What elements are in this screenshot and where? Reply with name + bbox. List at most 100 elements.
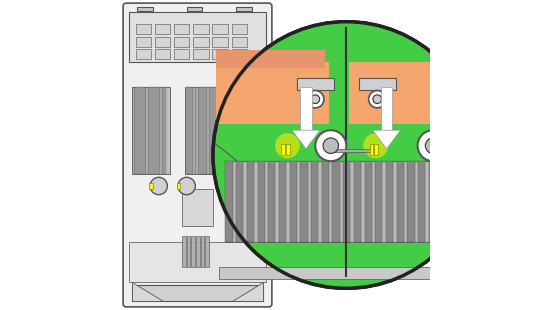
Bar [226,161,233,242]
Polygon shape [292,130,320,149]
Circle shape [306,91,324,108]
Bar [418,161,425,242]
Bar [133,285,262,301]
Bar [186,87,188,174]
Bar [135,49,151,59]
Bar [147,87,149,174]
Bar [136,87,138,174]
Polygon shape [232,282,262,301]
Polygon shape [133,282,163,301]
Bar [232,37,247,46]
Bar [134,87,135,174]
Bar [203,87,205,174]
Bar [365,161,372,242]
Bar [232,24,247,34]
Circle shape [213,22,480,288]
Bar [236,161,243,242]
Bar [281,144,285,155]
Bar [226,161,461,242]
Bar [189,87,191,174]
Bar [216,50,326,68]
Bar [196,236,200,267]
Bar [201,236,204,267]
Bar [268,161,276,242]
Bar [186,7,202,11]
Bar [349,62,463,124]
Bar [322,161,329,242]
Bar [217,87,218,174]
Bar [193,49,208,59]
Bar [137,7,152,11]
Bar [164,87,166,174]
Circle shape [323,138,339,153]
Bar [236,7,252,11]
Circle shape [275,133,300,158]
Bar [191,236,195,267]
Bar [386,161,393,242]
Bar [370,144,373,155]
Bar [150,183,152,189]
Bar [279,161,286,242]
Bar [374,144,378,155]
Bar [212,49,228,59]
Bar [174,24,189,34]
Bar [186,236,190,267]
Bar [429,161,436,242]
Circle shape [178,177,195,195]
Circle shape [368,91,386,108]
Bar [300,161,307,242]
Bar [159,87,160,174]
Bar [211,87,213,174]
Bar [177,183,180,189]
Circle shape [311,95,320,104]
Bar [129,12,266,62]
Bar [133,87,169,174]
Bar [257,161,265,242]
Bar [212,37,228,46]
Bar [197,87,199,174]
Bar [185,87,222,174]
Bar [155,49,170,59]
Bar [219,267,474,279]
Bar [153,87,155,174]
Bar [375,161,382,242]
FancyBboxPatch shape [123,3,272,307]
Bar [174,49,189,59]
Polygon shape [373,130,400,149]
Bar [174,37,189,46]
Circle shape [425,138,441,153]
Bar [354,161,361,242]
Bar [145,87,146,174]
Bar [343,161,350,242]
Circle shape [315,130,346,161]
Bar [216,62,329,124]
Bar [439,161,447,242]
Bar [135,37,151,46]
Bar [139,87,141,174]
Bar [135,24,151,34]
Bar [156,87,157,174]
Bar [208,87,210,174]
Bar [300,87,312,130]
Bar [247,161,254,242]
Bar [450,161,458,242]
Bar [296,78,334,90]
Bar [397,161,404,242]
Bar [214,87,216,174]
Bar [129,242,266,282]
Bar [150,87,152,174]
Bar [155,24,170,34]
Circle shape [150,177,167,195]
Bar [142,87,144,174]
Bar [162,87,163,174]
Bar [381,87,392,130]
Circle shape [373,95,382,104]
Bar [182,236,186,267]
Bar [193,37,208,46]
Bar [232,49,247,59]
Bar [359,78,396,90]
Bar [182,189,213,226]
Bar [333,161,340,242]
Bar [195,87,196,174]
Circle shape [364,133,388,158]
